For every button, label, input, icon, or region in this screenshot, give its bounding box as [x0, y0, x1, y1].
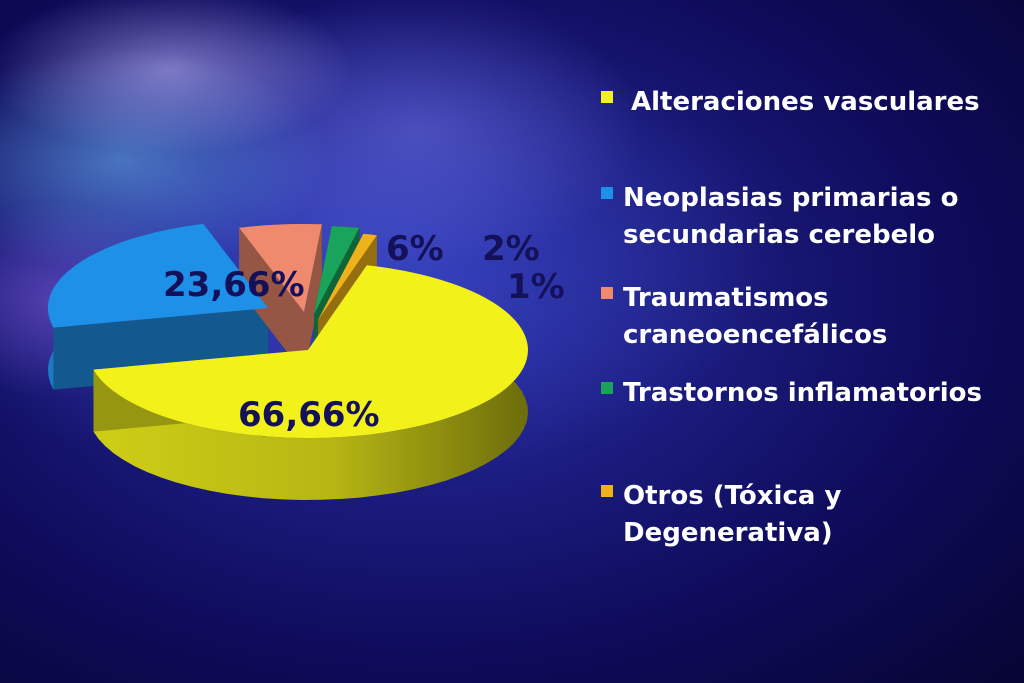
legend-swatch [601, 485, 613, 497]
data-label-traumatismos: 6% [386, 229, 444, 269]
pie-slice-alteraciones-vasculares [93, 265, 528, 438]
pie-slice-wall-traumatismos-0 [239, 227, 304, 374]
data-label-otros: 1% [507, 267, 565, 307]
legend-label: Trastornos inflamatorios [623, 378, 982, 408]
data-label-neoplasias: 23,66% [163, 265, 305, 305]
data-label-alteraciones-vasculares: 66,66% [238, 395, 380, 435]
legend-swatch [601, 287, 613, 299]
pie-slice-neoplasias [47, 223, 269, 328]
pie-tops [47, 223, 528, 438]
legend-swatch [601, 91, 613, 103]
legend-swatch [601, 382, 613, 394]
pie-slice-traumatismos [239, 224, 322, 312]
legend-label: Traumatismos craneoencefálicos [623, 283, 888, 350]
pie-slice-trastornos-inflamatorios [314, 226, 360, 314]
legend-label: Otros (Tóxica y Degenerativa) [623, 481, 842, 548]
pie-slice-otros [318, 233, 377, 320]
data-label-trastornos-inflamatorios: 2% [482, 229, 540, 269]
pie-slice-wall-traumatismos-1 [304, 224, 322, 374]
legend-swatch [601, 187, 613, 199]
legend-label: Neoplasias primarias o secundarias cereb… [623, 183, 959, 250]
legend-label: Alteraciones vasculares [631, 87, 980, 117]
